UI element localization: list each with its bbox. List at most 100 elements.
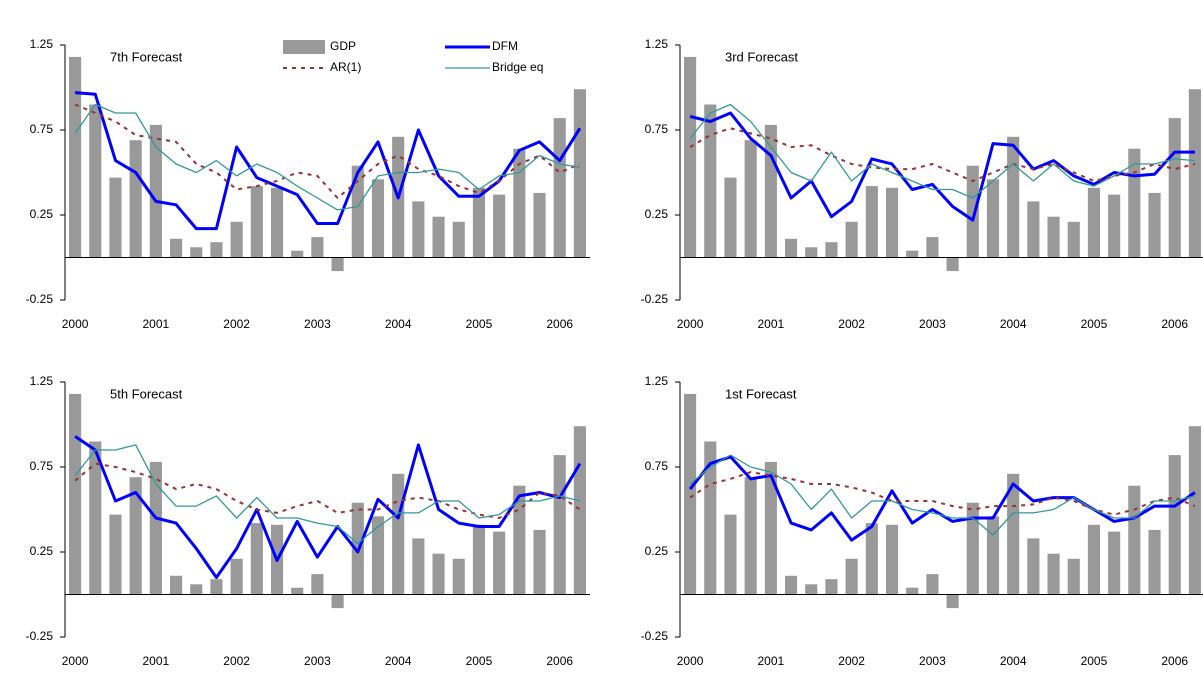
line-series [74, 103, 581, 211]
bar [331, 257, 344, 272]
bar [573, 426, 586, 595]
bar [1128, 148, 1141, 258]
bar [704, 104, 717, 258]
y-tick-label: 1.25 [30, 374, 54, 388]
bar [472, 524, 485, 595]
line-series [689, 127, 1196, 182]
x-tick-label: 2004 [1000, 654, 1027, 668]
x-tick-label: 2002 [223, 654, 250, 668]
bar [89, 441, 102, 595]
bar [825, 242, 838, 258]
y-tick-label: 0.75 [645, 122, 669, 136]
bar [966, 502, 979, 595]
bar [986, 516, 1000, 595]
bar [149, 461, 162, 595]
bar [1188, 426, 1201, 595]
bar [825, 579, 838, 595]
bar [1007, 136, 1020, 258]
bar [210, 579, 223, 595]
bar [966, 165, 979, 258]
bar [805, 247, 818, 258]
x-tick-label: 2006 [546, 654, 573, 668]
bar [1087, 187, 1100, 258]
bar [906, 250, 919, 258]
bar [493, 531, 506, 595]
bar [129, 477, 142, 595]
bar [412, 538, 425, 595]
line-series [74, 103, 581, 199]
bar [472, 187, 485, 258]
bar [704, 441, 717, 595]
bar [190, 247, 203, 258]
bar [1087, 524, 1100, 595]
x-tick-label: 2000 [62, 654, 89, 668]
x-tick-label: 2001 [758, 654, 785, 668]
chart-title: 7th Forecast [110, 49, 183, 64]
x-tick-label: 2000 [677, 654, 704, 668]
bar [865, 186, 878, 258]
bar [744, 477, 757, 595]
bar [513, 485, 526, 595]
y-tick-label: 1.25 [645, 374, 669, 388]
line-series [74, 462, 581, 519]
y-tick-label: 0.25 [30, 544, 54, 558]
bar [170, 575, 183, 595]
bar [109, 177, 122, 258]
x-tick-label: 2005 [466, 654, 493, 668]
bar [170, 238, 183, 258]
bar [785, 238, 798, 258]
bar [573, 89, 586, 258]
x-tick-label: 2002 [838, 654, 865, 668]
bar [684, 393, 697, 595]
bar [1047, 216, 1060, 258]
x-tick-label: 2003 [919, 317, 946, 331]
bar [724, 177, 737, 258]
bar [412, 201, 425, 258]
bar [926, 237, 939, 258]
bar [109, 514, 122, 595]
line-series [74, 435, 582, 579]
bar [493, 194, 506, 258]
bar [1027, 538, 1040, 595]
y-tick-label: -0.25 [641, 629, 669, 643]
bar [533, 529, 546, 595]
x-tick-label: 2001 [143, 654, 170, 668]
bar [1148, 192, 1161, 258]
y-tick-label: -0.25 [26, 292, 54, 306]
y-tick-label: 0.25 [30, 207, 54, 221]
bar [331, 594, 344, 609]
bar [230, 558, 243, 595]
y-tick-label: 1.25 [30, 37, 54, 51]
line-series [689, 454, 1196, 536]
bar [513, 148, 526, 258]
bar [311, 574, 324, 595]
bar [1128, 485, 1141, 595]
x-tick-label: 2004 [1000, 317, 1027, 331]
bar [946, 594, 959, 609]
bar [210, 242, 223, 258]
bar [845, 558, 858, 595]
y-tick-label: 0.25 [645, 207, 669, 221]
bar [432, 216, 445, 258]
x-tick-label: 2002 [838, 317, 865, 331]
bar [885, 187, 899, 258]
legend-label: AR(1) [330, 60, 361, 74]
bar [452, 558, 465, 595]
line-series [74, 444, 581, 545]
bar [1067, 221, 1080, 258]
bar [684, 56, 697, 258]
x-tick-label: 2006 [1161, 317, 1188, 331]
legend-label: DFM [492, 39, 518, 53]
x-tick-label: 2000 [677, 317, 704, 331]
bar [764, 124, 777, 258]
y-tick-label: 0.75 [30, 459, 54, 473]
y-tick-label: -0.25 [641, 292, 669, 306]
y-tick-label: 0.25 [645, 544, 669, 558]
x-tick-label: 2005 [1081, 317, 1108, 331]
x-tick-label: 2001 [143, 317, 170, 331]
y-tick-label: 0.75 [30, 122, 54, 136]
bar [291, 587, 304, 595]
line-series [689, 111, 1195, 222]
bar [69, 393, 82, 595]
x-tick-label: 2001 [758, 317, 785, 331]
